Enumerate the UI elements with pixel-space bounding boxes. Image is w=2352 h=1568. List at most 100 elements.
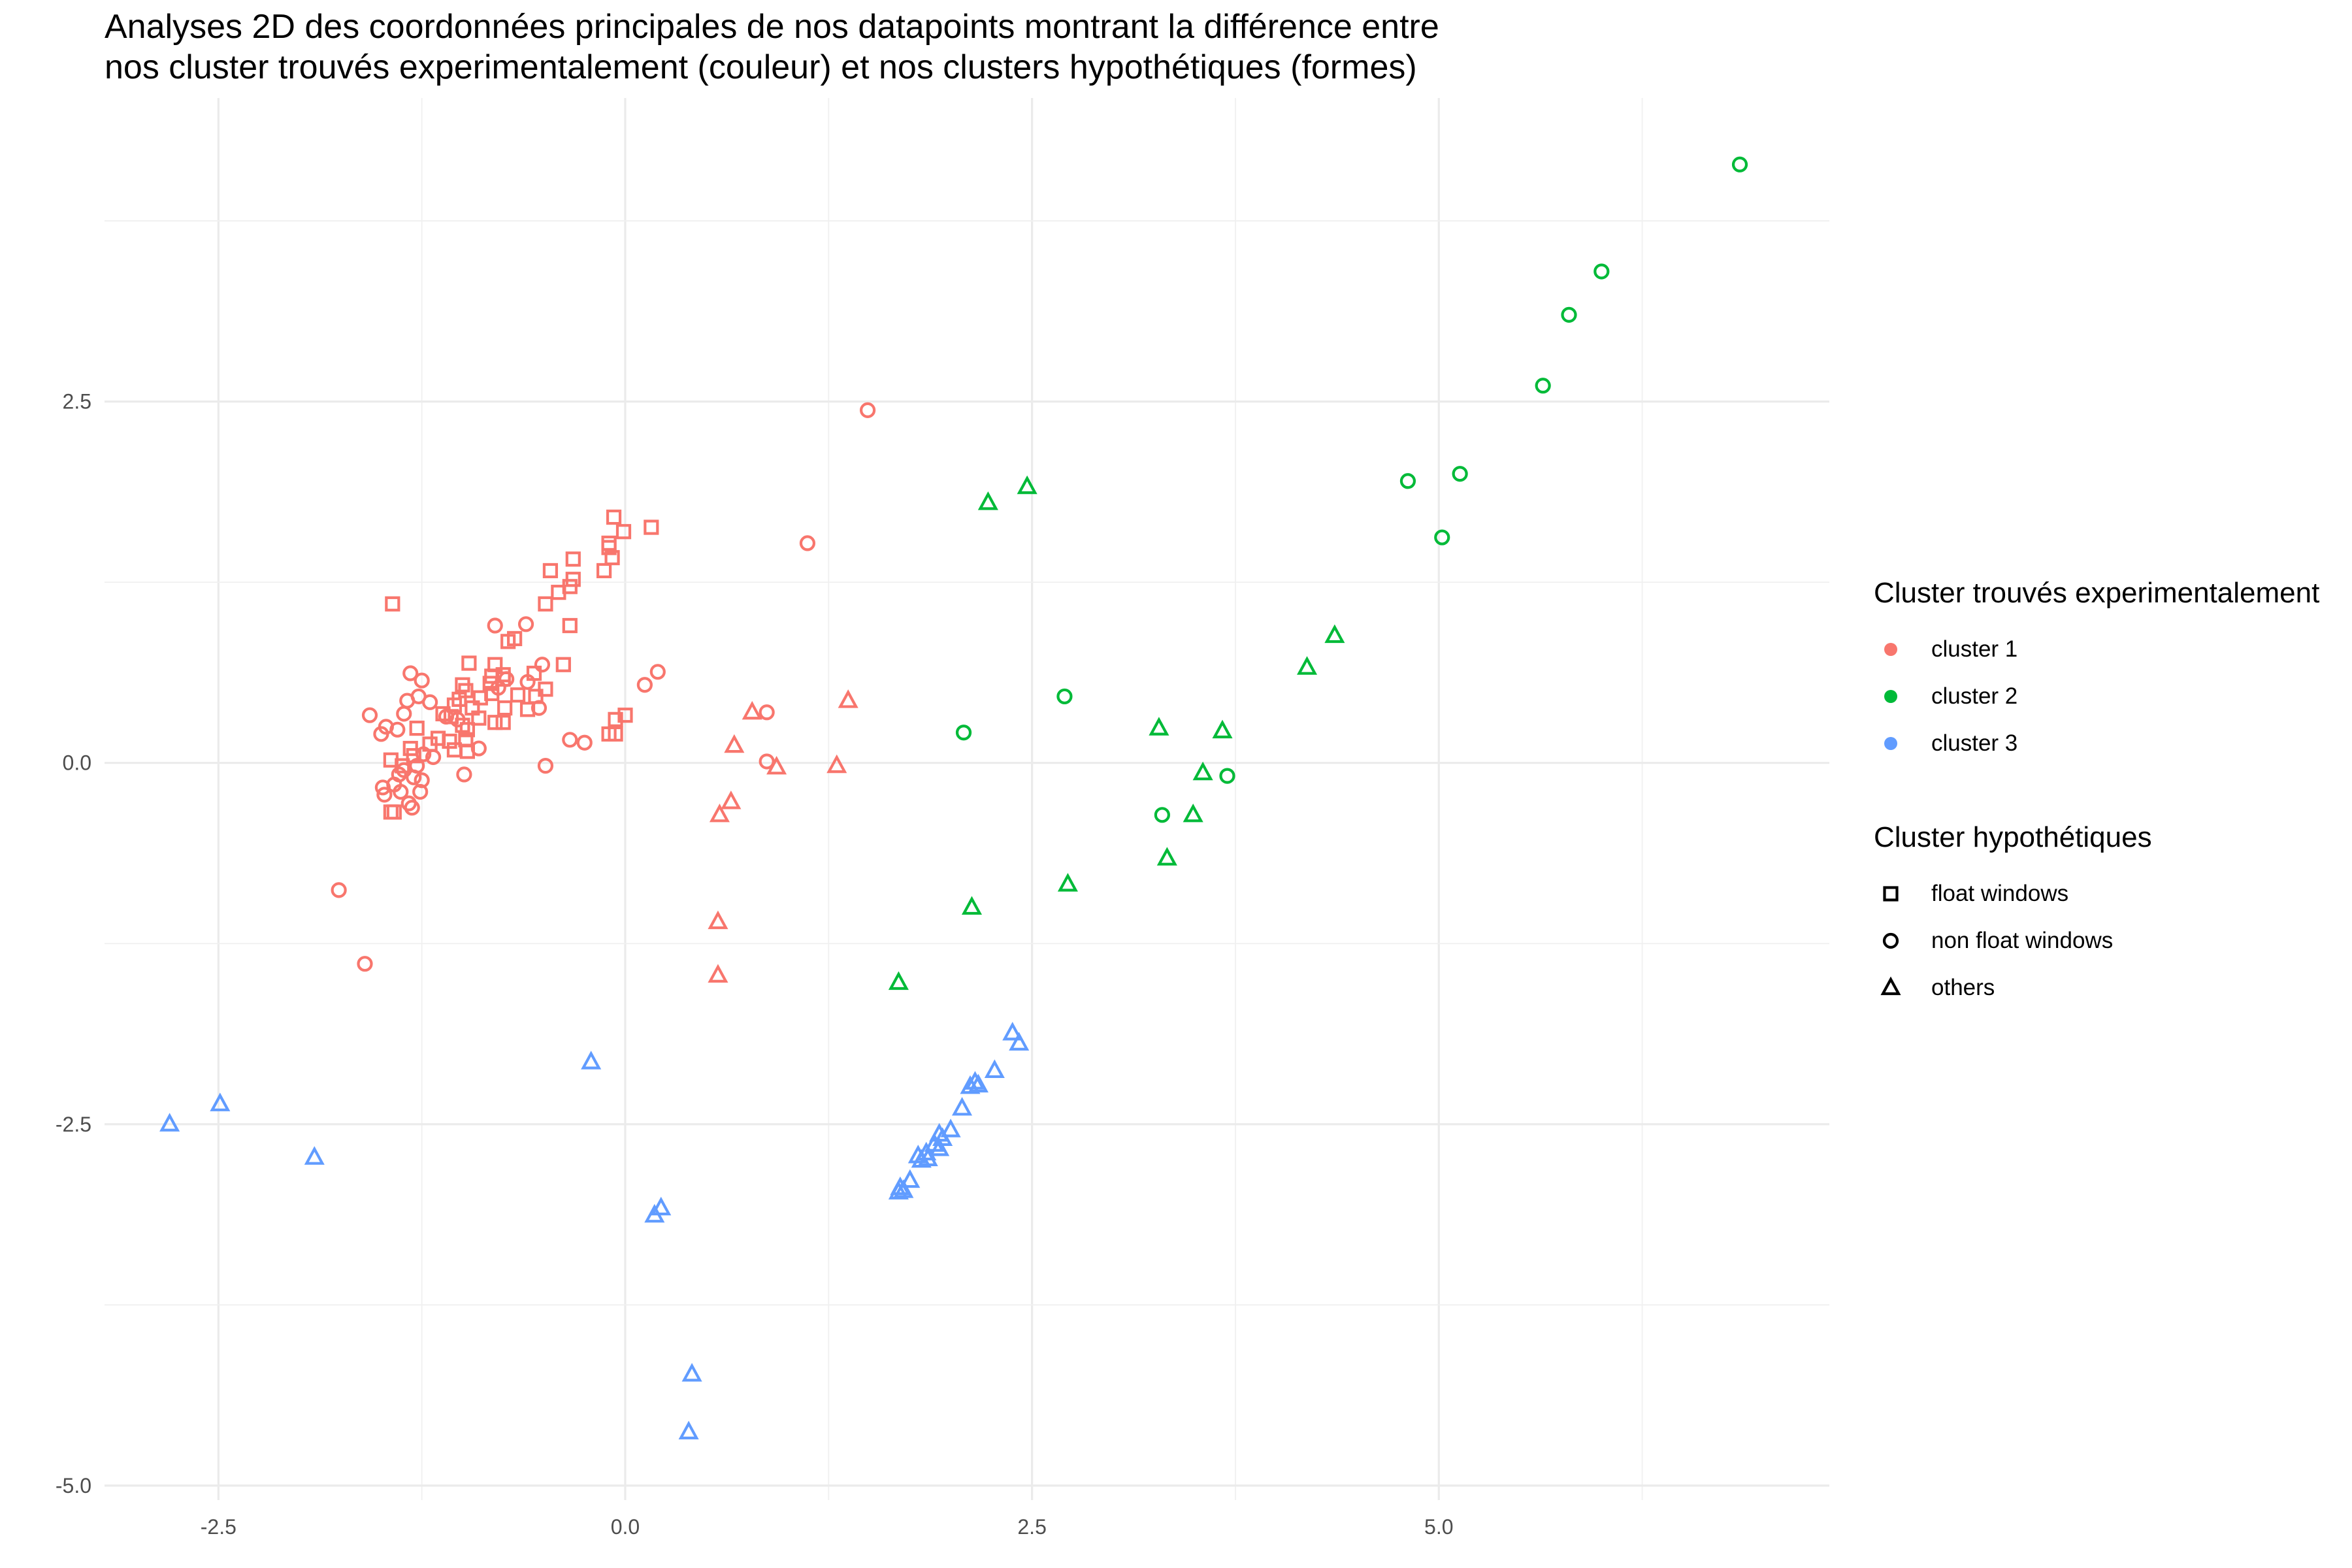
y-tick-label: -5.0 <box>56 1474 91 1497</box>
data-point <box>759 704 775 721</box>
series-group <box>888 475 1345 990</box>
color-legend-key <box>1878 730 1904 757</box>
data-point <box>425 749 442 765</box>
data-point <box>1452 466 1468 482</box>
data-point <box>888 1181 909 1200</box>
data-point <box>304 1146 325 1165</box>
data-point <box>404 800 420 816</box>
series-group <box>159 1022 1030 1440</box>
data-point <box>1154 807 1170 823</box>
x-tick-label: 5.0 <box>1424 1515 1453 1539</box>
shape-legend-label: others <box>1931 975 1995 1000</box>
data-point <box>1212 719 1233 739</box>
data-point <box>859 402 876 418</box>
data-point <box>402 665 419 681</box>
scatter-plot: -2.5 0.0 2.5 5.0 2.5 0.0 -2.5 -5.0 <box>56 98 1829 1539</box>
data-point <box>608 711 623 727</box>
data-point <box>1593 263 1610 280</box>
data-point <box>799 535 816 551</box>
data-point <box>601 535 617 551</box>
data-point <box>331 882 347 898</box>
x-tick-label: 0.0 <box>611 1515 640 1539</box>
data-point <box>708 910 728 930</box>
data-point <box>562 732 578 748</box>
color-legend-swatch <box>1884 737 1897 750</box>
data-point <box>929 1137 950 1156</box>
data-point <box>551 585 566 600</box>
data-point <box>893 1179 914 1198</box>
data-point <box>615 524 632 540</box>
data-point <box>759 753 775 770</box>
legend-shape-triangle <box>1880 976 1901 996</box>
data-point <box>601 540 617 555</box>
data-point <box>159 1113 180 1132</box>
data-point <box>409 720 425 736</box>
data-point <box>826 754 847 774</box>
data-point <box>681 1363 702 1382</box>
y-tick-label: 2.5 <box>63 390 91 414</box>
shape-legend-title: Cluster hypothétiques <box>1874 821 2152 853</box>
shape-legend: Cluster hypothétiques float windows non f… <box>1874 819 2152 1011</box>
data-point <box>1296 656 1318 675</box>
data-point <box>1731 156 1748 172</box>
data-point <box>708 964 728 983</box>
data-point <box>766 755 787 775</box>
data-point <box>459 722 475 738</box>
data-point <box>565 551 581 567</box>
data-point <box>838 689 858 708</box>
color-legend-item: cluster 3 <box>1874 720 2319 767</box>
data-point <box>709 803 730 823</box>
data-point <box>940 1119 961 1137</box>
data-point <box>538 596 553 612</box>
series-group <box>708 689 858 983</box>
data-point <box>497 700 513 716</box>
legend-shape-square <box>1883 886 1899 902</box>
data-point <box>385 596 400 612</box>
color-legend-label: cluster 2 <box>1931 683 2018 709</box>
shape-legend-key <box>1878 975 1904 1001</box>
data-point <box>471 710 487 726</box>
data-point <box>449 711 466 728</box>
data-point <box>562 617 578 634</box>
data-point <box>389 721 406 738</box>
data-point <box>374 779 391 796</box>
shape-legend-item: float windows <box>1874 870 2152 917</box>
data-point <box>1219 768 1235 784</box>
shape-legend-key <box>1878 881 1904 907</box>
data-points <box>159 156 1748 1440</box>
data-point <box>951 1097 973 1116</box>
data-point <box>1399 473 1416 489</box>
data-point <box>538 681 553 697</box>
data-point <box>406 769 422 785</box>
data-point <box>555 657 571 672</box>
data-point <box>649 664 666 680</box>
data-point <box>383 804 399 820</box>
data-point <box>461 655 477 671</box>
data-point <box>1434 529 1450 546</box>
data-point <box>1017 475 1037 495</box>
data-point <box>1192 761 1213 781</box>
legend-color-dot <box>1884 690 1897 703</box>
data-point <box>651 1196 672 1216</box>
data-point <box>412 783 429 800</box>
chart-title: Analyses 2D des coordonnées principales … <box>105 8 1439 86</box>
data-point <box>406 748 421 764</box>
data-point <box>911 1149 932 1168</box>
data-point <box>1002 1022 1023 1041</box>
data-point <box>534 657 551 673</box>
data-point <box>386 804 402 820</box>
data-point <box>470 740 487 757</box>
data-point <box>542 563 559 579</box>
data-point <box>396 706 412 722</box>
data-point <box>900 1169 921 1188</box>
data-point <box>644 519 659 535</box>
axis-tick-labels: -2.5 0.0 2.5 5.0 2.5 0.0 -2.5 -5.0 <box>56 390 1454 1539</box>
data-point <box>537 758 554 774</box>
data-point <box>576 734 593 751</box>
shape-legend-label: non float windows <box>1931 928 2114 953</box>
series-group <box>955 156 1748 823</box>
data-point <box>1056 688 1073 705</box>
y-tick-label: -2.5 <box>56 1113 91 1136</box>
data-point <box>1009 1032 1030 1051</box>
shape-legend-swatch <box>1882 932 1899 949</box>
